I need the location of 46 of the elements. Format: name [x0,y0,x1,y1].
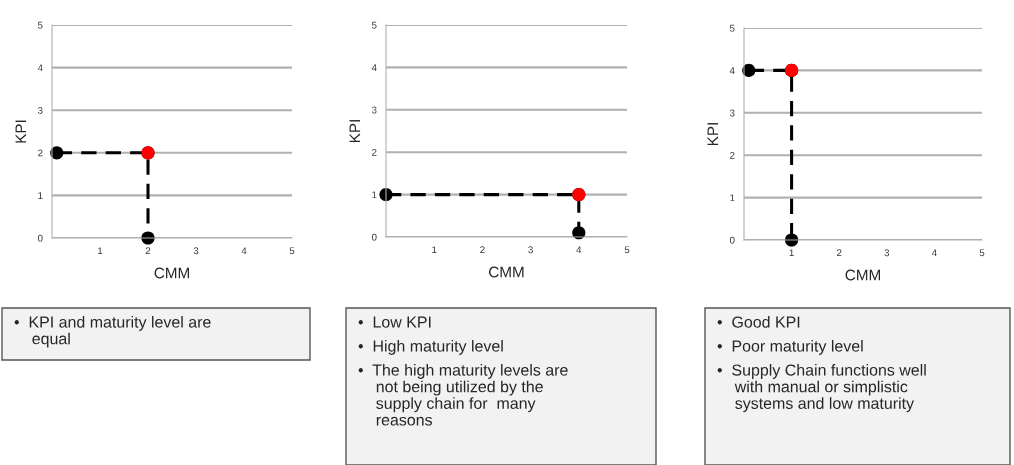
y-tick-label: 4 [729,67,735,74]
x-tick-label: 2 [836,249,842,257]
y-tick-label: 3 [371,106,377,114]
x-axis-title: CMM [845,269,880,281]
x-tick-label: 3 [884,249,890,257]
text: • The high maturity levels are not being utilized by the supply chain for many reasons [358,364,568,426]
y-tick-label: 5 [37,21,43,29]
x-tick-label: 1 [789,249,794,257]
x-tick-label: 2 [145,247,151,255]
y-axis-title: KPI [15,120,27,143]
x-tick-label: 5 [624,246,630,254]
y-tick-label: 2 [38,149,43,157]
y-tick-label: 0 [371,233,377,241]
x-tick-label: 3 [193,247,199,255]
y-tick-label: 1 [38,192,43,199]
y-axis-title: KPI [707,123,719,146]
y-tick-label: 5 [729,24,735,32]
text: • Poor maturity level [717,340,863,355]
y-tick-label: 5 [371,21,377,29]
text: • High maturity level [358,340,503,355]
y-tick-label: 3 [37,106,43,114]
x-tick-label: 4 [931,249,937,257]
text: • KPI and maturity level are equal [14,316,211,348]
text: • Supply Chain functions well with manual or simplistic systems and low maturity [717,364,926,413]
y-tick-label: 1 [372,191,377,199]
y-tick-label: 3 [729,109,735,117]
y-tick-label: 2 [372,148,377,156]
y-tick-label: 1 [730,194,735,202]
y-tick-label: 2 [730,151,735,159]
y-tick-label: 4 [37,64,43,72]
x-tick-label: 5 [289,247,295,255]
text: • Low KPI [358,316,431,328]
x-tick-label: 5 [979,249,985,257]
x-tick-label: 4 [576,246,582,254]
text: • Good KPI [717,316,800,328]
y-tick-label: 0 [37,234,43,242]
x-tick-label: 2 [480,246,485,254]
y-axis-title: KPI [349,120,361,143]
y-tick-label: 0 [729,236,735,244]
x-tick-label: 3 [528,246,533,254]
y-tick-label: 4 [371,64,377,71]
x-axis-title: CMM [489,266,524,278]
x-tick-label: 4 [241,247,247,255]
x-axis-title: CMM [154,267,189,279]
x-tick-label: 1 [98,247,103,255]
x-tick-label: 1 [432,246,437,254]
